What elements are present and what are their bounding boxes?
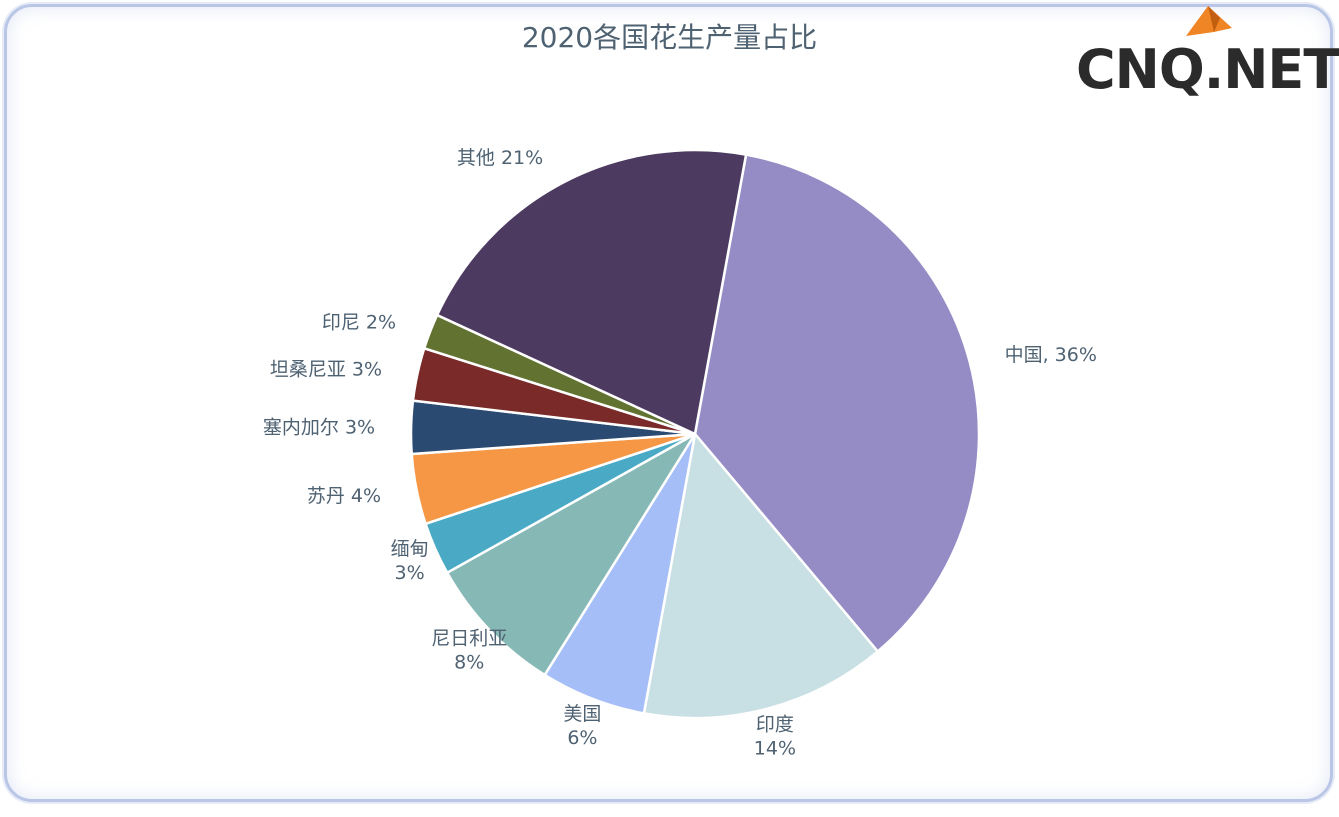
pie-label-8: 印尼 2% xyxy=(322,311,396,333)
pie-labels: 中国, 36% 印度 14% 美国 6% 尼日利亚 8% 缅甸 3% 苏丹 4% 塞内加尔 3% 坦桑… xyxy=(263,147,1097,760)
pie-label-2: 美国 6% xyxy=(563,703,601,749)
pie-label-9: 其他 21% xyxy=(457,147,543,169)
pie-slice-9 xyxy=(435,148,748,436)
pie-label-3: 尼日利亚 8% xyxy=(431,627,507,673)
pie-label-1: 印度 14% xyxy=(754,714,796,760)
brand-logo: CNQ.NET xyxy=(1074,6,1339,106)
pie-label-7: 坦桑尼亚 3% xyxy=(270,358,382,380)
pie-label-4: 缅甸 3% xyxy=(391,538,429,584)
pie-slice-0 xyxy=(693,153,981,654)
pie-label-0: 中国, 36% xyxy=(1005,344,1097,366)
chart-title: 2020各国花生产量占比 xyxy=(521,21,818,54)
logo-origami-icon xyxy=(1186,6,1232,36)
pie-slices xyxy=(409,148,981,720)
pie-slice-3 xyxy=(445,432,697,677)
pie-label-6: 塞内加尔 3% xyxy=(263,417,375,439)
pie-slice-1 xyxy=(642,431,880,720)
logo-text: CNQ.NET xyxy=(1076,38,1339,101)
pie-label-5: 苏丹 4% xyxy=(307,485,381,507)
